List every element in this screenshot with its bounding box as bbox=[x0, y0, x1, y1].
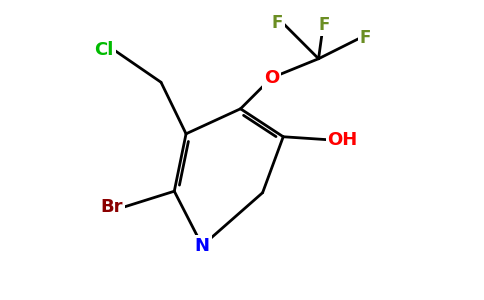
Text: O: O bbox=[264, 69, 279, 87]
Text: F: F bbox=[360, 29, 371, 47]
Text: F: F bbox=[272, 14, 283, 32]
Text: OH: OH bbox=[327, 131, 358, 149]
Text: F: F bbox=[319, 16, 330, 34]
Text: Br: Br bbox=[100, 198, 123, 216]
Text: Cl: Cl bbox=[94, 41, 114, 59]
Text: N: N bbox=[195, 237, 210, 255]
